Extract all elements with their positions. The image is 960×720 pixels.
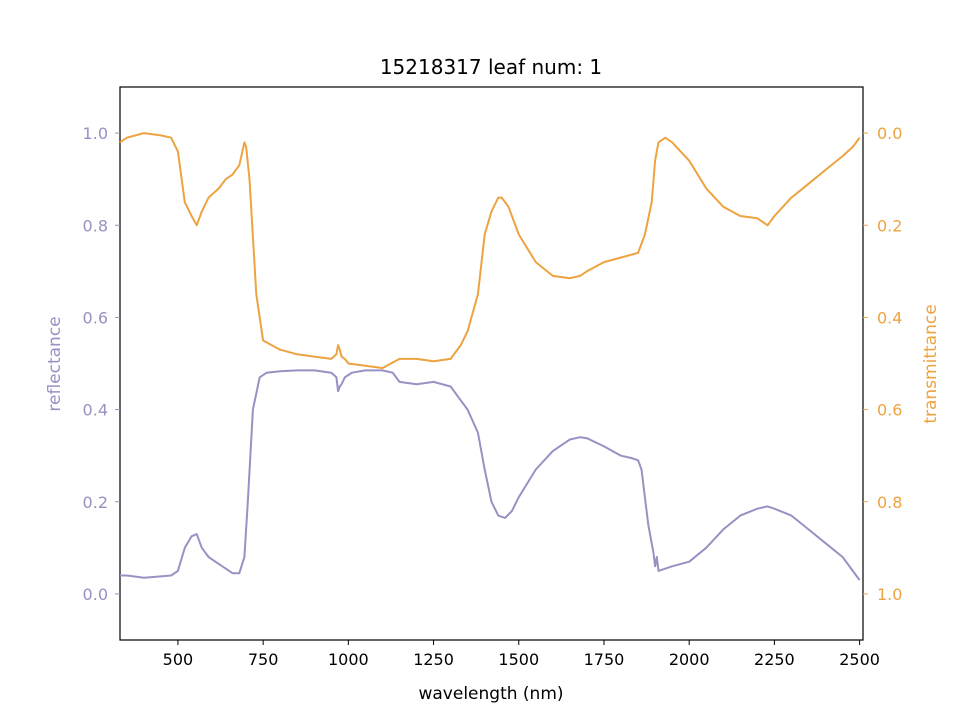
x-tick-label: 2500 <box>839 650 880 669</box>
y-left-tick-label: 0.2 <box>83 493 108 512</box>
x-tick-label: 1500 <box>498 650 539 669</box>
y-axis-right: 0.0 0.2 0.4 0.6 0.8 1.0 <box>863 124 902 604</box>
y-right-tick-label: 0.0 <box>877 124 902 143</box>
x-tick-label: 2000 <box>669 650 710 669</box>
y-axis-left: 0.0 0.2 0.4 0.6 0.8 1.0 <box>83 124 120 604</box>
y-axis-left-label: reflectance <box>45 316 65 411</box>
reflectance-line <box>120 369 861 581</box>
y-left-tick-label: 1.0 <box>83 124 108 143</box>
y-right-tick-label: 0.8 <box>877 493 902 512</box>
y-axis-right-label: transmittance <box>921 304 941 423</box>
series-layer <box>119 132 861 581</box>
x-tick-label: 750 <box>248 650 279 669</box>
x-tick-label: 500 <box>163 650 194 669</box>
y-right-tick-label: 0.4 <box>877 308 902 327</box>
y-left-tick-label: 0.4 <box>83 401 108 420</box>
y-left-tick-label: 0.0 <box>83 585 108 604</box>
x-axis-label: wavelength (nm) <box>418 684 563 704</box>
y-right-tick-label: 0.6 <box>877 401 902 420</box>
y-right-tick-label: 0.2 <box>877 216 902 235</box>
transmittance-line <box>119 132 861 370</box>
x-axis: 500 750 1000 1250 1500 1750 2000 2250 2500 <box>163 640 880 669</box>
y-left-tick-label: 0.8 <box>83 216 108 235</box>
x-tick-label: 1750 <box>584 650 625 669</box>
x-tick-label: 2250 <box>754 650 795 669</box>
plot-area <box>119 86 864 641</box>
y-right-tick-label: 1.0 <box>877 585 902 604</box>
x-tick-label: 1250 <box>413 650 454 669</box>
chart-title: 15218317 leaf num: 1 <box>380 55 602 79</box>
y-left-tick-label: 0.6 <box>83 308 108 327</box>
x-tick-label: 1000 <box>328 650 369 669</box>
